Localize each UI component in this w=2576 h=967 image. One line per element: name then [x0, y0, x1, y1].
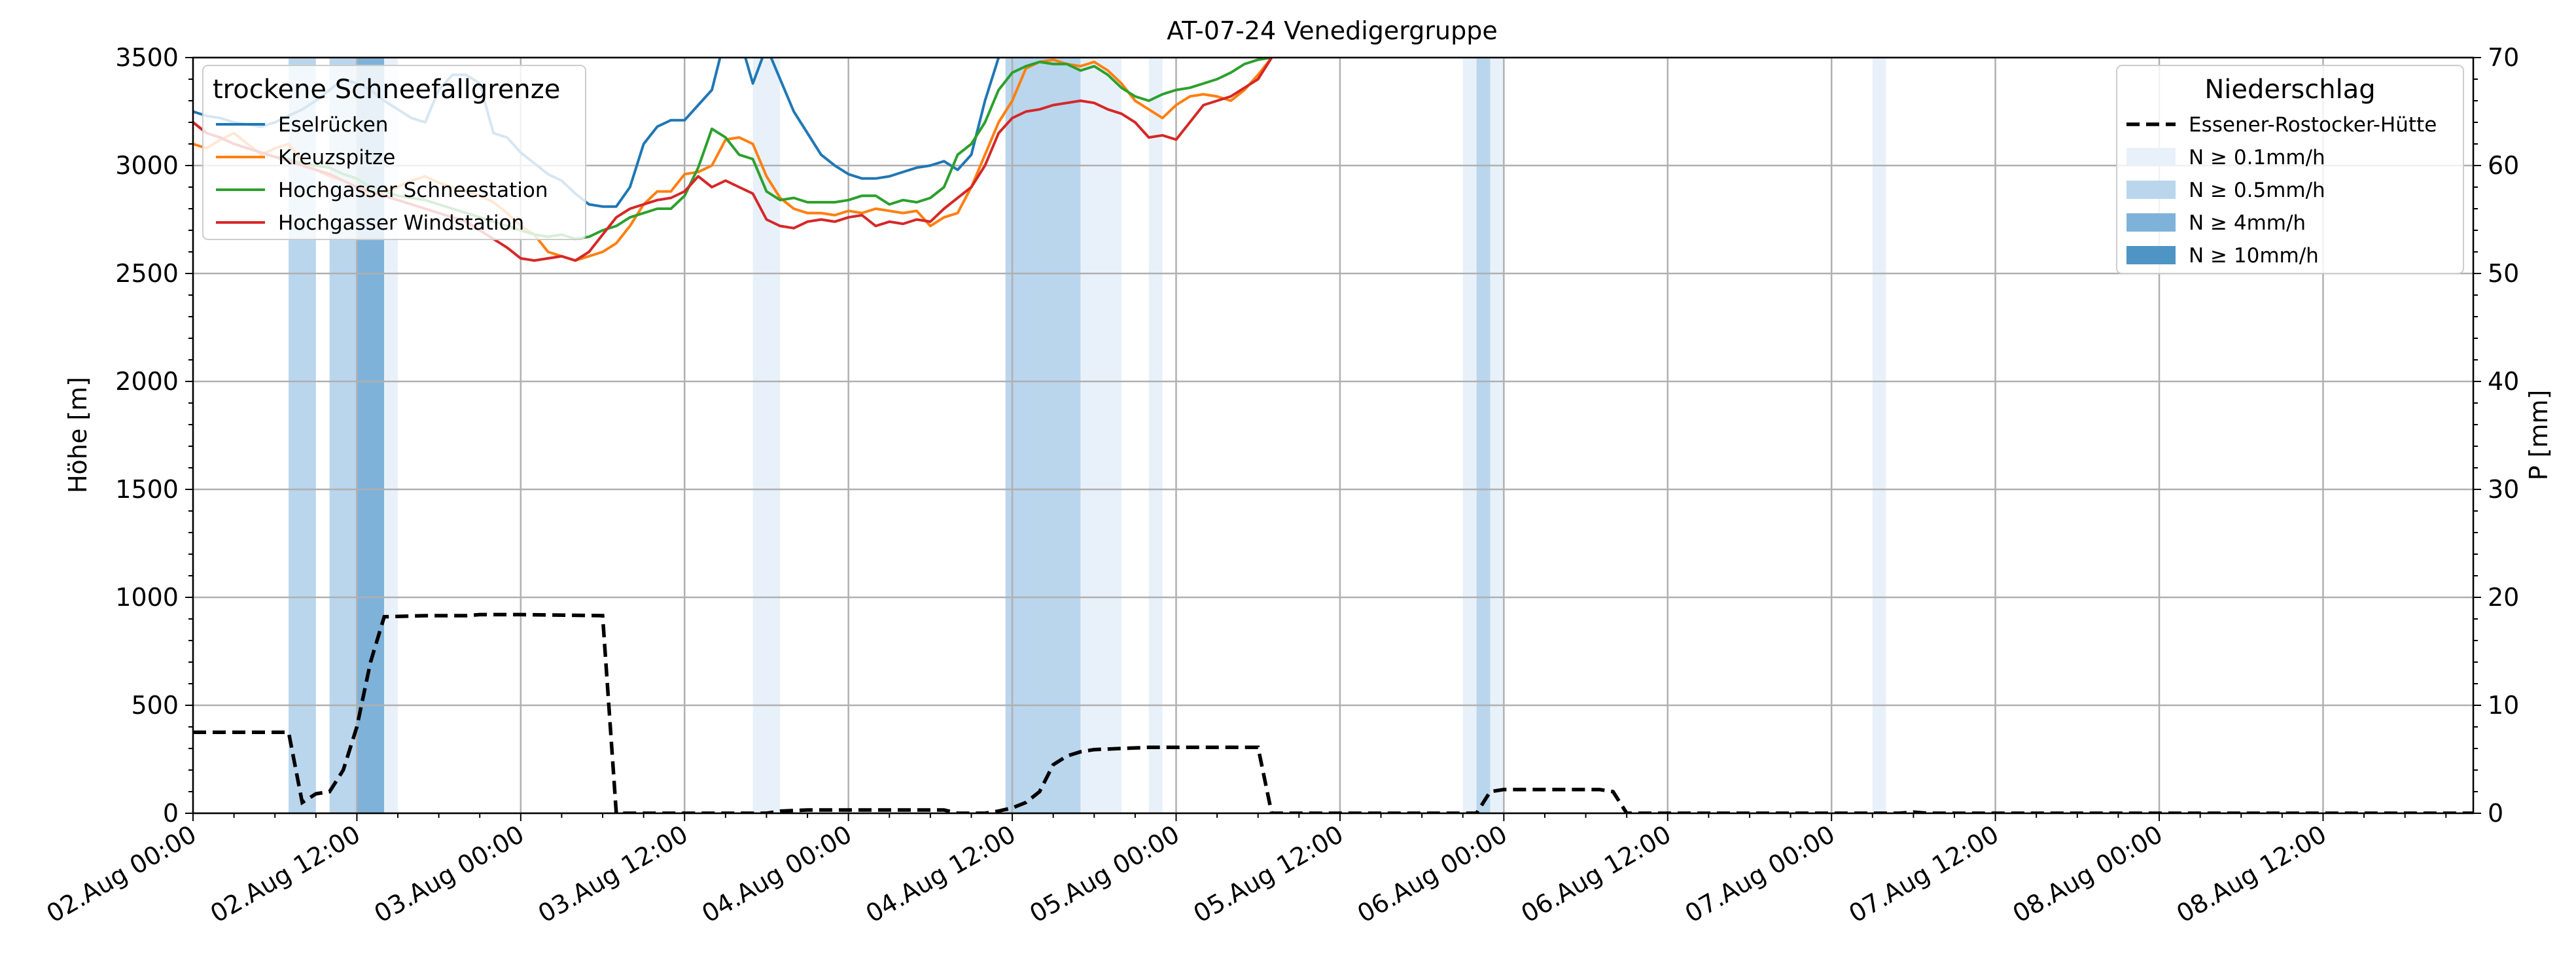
- legend-label: N ≥ 0.5mm/h: [2189, 179, 2325, 202]
- plot-frame: [192, 56, 2475, 815]
- precipitation-series: [193, 612, 2473, 813]
- legend-swatch: [2126, 148, 2176, 166]
- y-right-tick-label: 30: [2488, 475, 2519, 504]
- precip-band: [1025, 58, 1081, 813]
- legend-precip-title: Niederschlag: [2204, 75, 2375, 105]
- y-axis-right-label: P [mm]: [2524, 390, 2553, 481]
- legend-label: N ≥ 0.1mm/h: [2189, 146, 2325, 169]
- y-right-tick-label: 60: [2488, 151, 2519, 180]
- precip-band: [1462, 58, 1477, 813]
- legend-snowline: trockene Schneefallgrenze Eselrücken Kreuz…: [202, 65, 586, 240]
- y-left-tick-label: 1500: [115, 475, 179, 504]
- legend-snowline-title: trockene Schneefallgrenze: [213, 75, 560, 105]
- precip-band: [752, 58, 781, 813]
- y-axis-right: 0 10 20 30 40 50 60 70: [2473, 43, 2519, 828]
- legend-precipitation: Niederschlag Essener-Rostocker-Hütte N ≥ 0…: [2116, 65, 2464, 274]
- y-right-tick-label: 70: [2488, 43, 2519, 72]
- y-axis-left-label: Höhe [m]: [63, 377, 92, 493]
- y-left-tick-label: 3000: [115, 151, 179, 180]
- legend-swatch: [2126, 246, 2176, 264]
- precip-band: [1005, 58, 1026, 813]
- legend-label: N ≥ 4mm/h: [2189, 211, 2306, 235]
- y-right-tick-label: 0: [2488, 799, 2503, 828]
- precip-band: [1148, 58, 1163, 813]
- precip-line: [193, 612, 2473, 813]
- legend-label: Hochgasser Schneestation: [278, 179, 548, 202]
- y-left-tick-label: 1000: [115, 583, 179, 612]
- legend-label: Eselrücken: [278, 113, 388, 137]
- y-left-tick-label: 3500: [115, 43, 179, 72]
- y-left-tick-label: 500: [131, 691, 179, 720]
- chart-title: AT-07-24 Venedigergruppe: [1167, 16, 1497, 45]
- y-left-tick-label: 0: [163, 799, 179, 828]
- legend-snowline-box: [202, 65, 586, 240]
- y-right-tick-label: 20: [2488, 583, 2519, 612]
- precip-band: [1080, 58, 1122, 813]
- y-left-tick-label: 2000: [115, 367, 179, 396]
- legend-label: Hochgasser Windstation: [278, 211, 524, 235]
- legend-precip-box: [2116, 65, 2464, 274]
- y-right-tick-label: 50: [2488, 259, 2519, 288]
- legend-label: Kreuzspitze: [278, 146, 395, 169]
- precip-band: [1490, 58, 1504, 813]
- precip-band: [1476, 58, 1491, 813]
- y-right-tick-label: 40: [2488, 367, 2519, 396]
- legend-label: N ≥ 10mm/h: [2189, 244, 2319, 268]
- legend-label: Essener-Rostocker-Hütte: [2189, 113, 2437, 137]
- y-axis-left: 0 500 1000 1500 2000 2500 3000 3500: [115, 43, 193, 828]
- precip-band: [384, 58, 398, 813]
- y-right-tick-label: 10: [2488, 691, 2519, 720]
- y-left-tick-label: 2500: [115, 259, 179, 288]
- legend-swatch: [2126, 213, 2176, 232]
- precip-band: [1872, 58, 1886, 813]
- legend-swatch: [2126, 181, 2176, 199]
